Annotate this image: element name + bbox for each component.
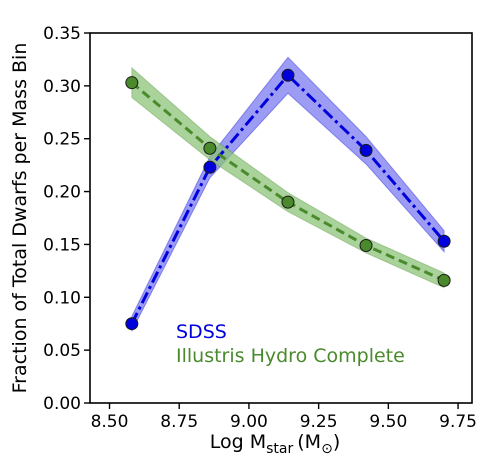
sdss-point <box>125 317 139 331</box>
sun-symbol: ⊙ <box>321 441 333 457</box>
x-axis-label-unit: (M <box>297 431 321 453</box>
x-axis-label-subscript: star <box>266 441 293 457</box>
legend-entry-sdss: SDSS <box>176 321 227 343</box>
y-axis-label: Fraction of Total Dwarfs per Mass Bin <box>9 43 31 394</box>
y-tick-label: 0.35 <box>43 24 81 44</box>
y-tick-label: 0.10 <box>43 288 81 308</box>
x-tick-label: 9.50 <box>369 412 407 432</box>
error-bands <box>131 56 445 332</box>
sdss-point <box>359 143 373 157</box>
y-tick-label: 0.05 <box>43 341 81 361</box>
sdss-point <box>437 234 451 248</box>
illustris-point <box>125 76 139 90</box>
y-tick-label: 0.25 <box>43 130 81 150</box>
legend: SDSS Illustris Hydro Complete <box>176 321 405 367</box>
illustris-point <box>203 141 217 155</box>
y-axis-ticks: 0.00 0.05 0.10 0.15 0.20 0.25 0.30 0.35 <box>43 24 90 414</box>
illustris-point <box>359 238 373 252</box>
illustris-point <box>437 273 451 287</box>
x-axis-label-unit-close: ) <box>333 431 340 453</box>
illustris-point <box>281 195 295 209</box>
y-tick-label: 0.30 <box>43 77 81 97</box>
x-tick-label: 9.25 <box>300 412 338 432</box>
legend-entry-illustris: Illustris Hydro Complete <box>176 345 405 367</box>
sdss-point <box>203 160 217 174</box>
y-tick-label: 0.00 <box>43 394 81 414</box>
sdss-error-band <box>131 56 445 332</box>
x-tick-label: 8.75 <box>160 412 198 432</box>
x-axis-label: Log Mstar (M⊙) <box>210 431 340 457</box>
y-tick-label: 0.20 <box>43 183 81 203</box>
y-tick-label: 0.15 <box>43 235 81 255</box>
x-tick-label: 9.75 <box>439 412 477 432</box>
sdss-line <box>130 73 446 325</box>
plot-frame <box>89 32 473 404</box>
x-tick-label: 9.00 <box>230 412 268 432</box>
x-axis-label-main: Log M <box>210 431 266 453</box>
sdss-point <box>281 68 295 82</box>
x-axis-ticks: 8.50 8.75 9.00 9.25 9.50 9.75 <box>91 403 477 432</box>
x-tick-label: 8.50 <box>91 412 129 432</box>
series-points <box>125 68 451 331</box>
